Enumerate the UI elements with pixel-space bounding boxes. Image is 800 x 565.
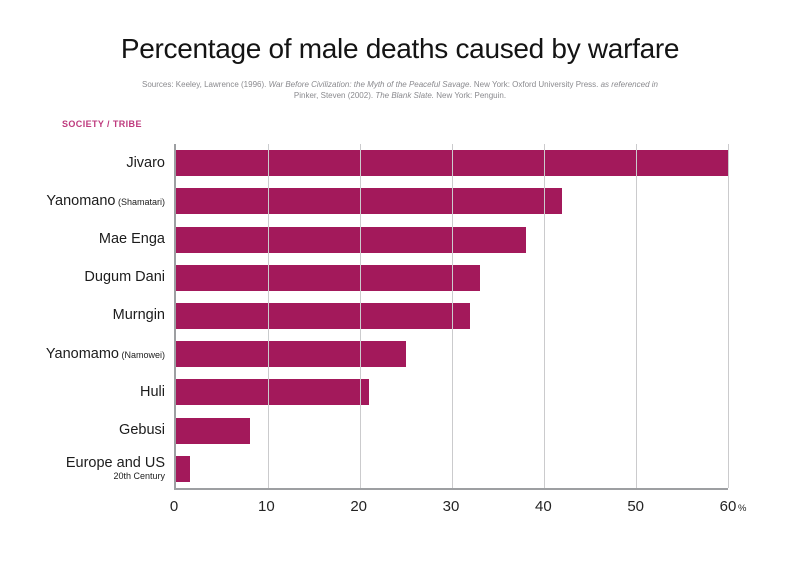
source-text-segment: as referenced in — [600, 80, 658, 89]
x-tick-label-0: 0 — [169, 498, 179, 515]
y-axis-header: SOCIETY / TRIBE — [62, 119, 142, 129]
bar-europe-and-us — [176, 455, 190, 482]
x-tick-label-60: 60 — [719, 498, 737, 515]
source-text-segment: The Blank Slate. — [375, 91, 435, 100]
bar-dugum-dani — [176, 264, 480, 291]
category-annotation: (Shamatari) — [115, 196, 165, 207]
bar-row: Yanomano (Shamatari) — [46, 182, 728, 220]
bar-row: Dugum Dani — [84, 259, 728, 297]
plot-area: Jivaro Yanomano (Shamatari) Mae Enga Dugum … — [46, 144, 729, 490]
category-name: Murngin — [112, 307, 165, 324]
gridline-50 — [636, 144, 637, 488]
gridline-40 — [544, 144, 545, 488]
chart-sources: Sources: Keeley, Lawrence (1996). War Be… — [0, 79, 800, 101]
x-tick-label-40: 40 — [534, 498, 552, 515]
category-name: Europe and US — [65, 455, 165, 472]
bar-yanomamo — [176, 341, 406, 368]
category-label: Yanomamo (Namowei) — [45, 345, 165, 362]
category-label: Huli — [140, 383, 165, 400]
bar-rows: Jivaro Yanomano (Shamatari) Mae Enga Dugum … — [46, 144, 728, 488]
category-subline: 20th Century — [113, 471, 165, 482]
category-label: Europe and US 20th Century — [65, 455, 165, 482]
sources-line-1: Sources: Keeley, Lawrence (1996). War Be… — [0, 79, 800, 90]
source-text-segment: Pinker, Steven (2002). — [293, 91, 376, 100]
bar-row: Gebusi — [119, 412, 728, 450]
source-text-segment: New York: Oxford University Press. — [471, 80, 601, 89]
sources-line-2: Pinker, Steven (2002). The Blank Slate. … — [0, 90, 800, 101]
gridline-30 — [452, 144, 453, 488]
x-tick-label-20: 20 — [350, 498, 367, 515]
source-text-segment: War Before Civilization: the Myth of the… — [268, 80, 472, 89]
gridline-60 — [728, 144, 729, 488]
bar-gebusi — [176, 417, 250, 444]
bar-row: Europe and US 20th Century — [66, 450, 728, 488]
category-label: Mae Enga — [98, 230, 165, 247]
category-annotation: (Namowei) — [118, 349, 165, 360]
category-label: Dugum Dani — [84, 270, 165, 285]
category-name: Gebusi — [119, 422, 165, 439]
bar-mae-enga — [176, 226, 526, 253]
x-tick-label-50: 50 — [627, 498, 644, 515]
category-name: Jivaro — [126, 154, 165, 171]
bar-murngin — [176, 302, 471, 329]
category-name: Yanomano — [46, 192, 116, 209]
category-name: Dugum Dani — [84, 269, 165, 286]
gridline-10 — [268, 144, 269, 488]
category-label: Gebusi — [119, 422, 165, 439]
bar-huli — [176, 379, 370, 406]
category-name: Huli — [140, 383, 165, 400]
x-axis-labels: 0 10 20 30 40 50 60% — [170, 498, 747, 518]
gridline-20 — [360, 144, 361, 488]
category-name: Mae Enga — [98, 230, 165, 247]
bar-row: Murngin — [113, 297, 728, 335]
bar-row: Huli — [140, 373, 728, 411]
bar-yanomano — [176, 188, 563, 215]
x-axis-unit: % — [738, 503, 747, 514]
bar-row: Yanomamo (Namowei) — [46, 335, 728, 373]
category-label: Murngin — [113, 308, 165, 323]
category-label: Yanomano (Shamatari) — [46, 192, 165, 209]
bar-row: Mae Enga — [99, 220, 728, 258]
chart-title: Percentage of male deaths caused by warf… — [120, 33, 680, 64]
x-tick-label-30: 30 — [442, 498, 460, 515]
category-label: Jivaro — [126, 154, 165, 171]
x-tick-label-10: 10 — [257, 498, 275, 515]
source-text-segment: Sources: Keeley, Lawrence (1996). — [142, 80, 269, 89]
category-name: Yanomamo — [45, 345, 119, 362]
source-text-segment: New York: Penguin. — [434, 91, 507, 100]
